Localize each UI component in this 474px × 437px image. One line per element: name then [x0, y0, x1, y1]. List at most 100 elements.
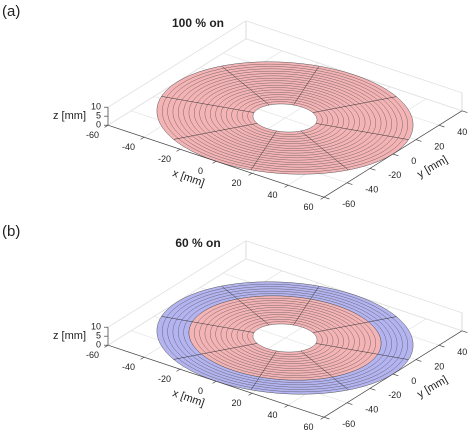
y-tick-label: -20: [388, 170, 401, 180]
mesh-line: [210, 305, 360, 371]
mesh-line: [220, 309, 350, 367]
panel-label: (a): [2, 3, 20, 20]
mesh-line: [194, 77, 376, 159]
y-tick: [346, 402, 353, 405]
x-tick-label: 0: [198, 386, 203, 396]
mesh-line: [199, 80, 371, 156]
x-tick: [320, 196, 325, 200]
mesh-line: [242, 319, 328, 357]
y-tick: [392, 153, 399, 157]
mesh-line: [231, 314, 339, 362]
mesh-line: [194, 297, 376, 379]
mesh-line: [210, 85, 360, 151]
y-tick-label: -60: [342, 199, 355, 209]
y-tick: [369, 388, 376, 391]
y-tick: [438, 124, 445, 128]
z-axis-label: z [mm]: [53, 330, 86, 342]
mesh-line: [236, 96, 334, 140]
z-axis-label: z [mm]: [53, 110, 86, 122]
y-tick: [346, 182, 353, 185]
mesh-line: [250, 130, 277, 171]
y-tick-label: -40: [365, 405, 378, 415]
y-tick: [415, 139, 422, 142]
z-tick-label: 5: [96, 111, 101, 121]
y-tick: [461, 110, 468, 113]
y-tick-label: -40: [365, 185, 378, 195]
box-edge: [107, 20, 247, 108]
y-tick-label: 20: [434, 141, 444, 151]
mesh-line: [204, 302, 366, 374]
mesh-line: [293, 65, 320, 106]
z-tick-label: 10: [91, 102, 101, 112]
mesh-line: [173, 343, 258, 360]
mesh-line: [300, 130, 349, 171]
y-tick: [323, 416, 330, 420]
x-tick: [140, 136, 145, 140]
mesh-line: [178, 70, 392, 166]
mesh-line: [173, 123, 258, 140]
mesh-line: [247, 321, 323, 355]
mesh-line: [204, 82, 366, 154]
y-tick: [461, 330, 468, 333]
y-tick: [415, 359, 422, 362]
mesh-line: [162, 63, 408, 173]
box-edge: [107, 240, 247, 328]
y-tick-label: 40: [457, 127, 467, 137]
x-tick: [248, 172, 253, 176]
x-tick-label: -60: [86, 350, 99, 360]
mesh-line: [312, 96, 397, 113]
mesh-line: [162, 283, 408, 393]
x-tick-label: -40: [122, 362, 135, 372]
y-tick-label: 0: [411, 156, 416, 166]
y-tick: [369, 168, 376, 171]
x-tick-label: 60: [303, 202, 313, 212]
x-tick-label: 40: [267, 190, 277, 200]
mesh-line: [221, 65, 270, 106]
chart-title: 100 % on: [172, 16, 224, 30]
x-tick: [140, 356, 145, 360]
mesh-line: [161, 96, 255, 113]
y-tick-label: 40: [457, 347, 467, 357]
mesh-line: [178, 290, 392, 386]
x-tick: [248, 392, 253, 396]
mesh-line: [172, 288, 398, 388]
mesh-line: [226, 312, 344, 364]
y-tick-label: -60: [342, 419, 355, 429]
x-tick: [176, 368, 181, 372]
x-tick-label: -40: [122, 142, 135, 152]
mesh-line: [167, 286, 403, 390]
x-tick-label: 20: [231, 398, 241, 408]
x-tick: [104, 344, 109, 348]
box-edge: [245, 20, 463, 94]
mesh-line: [247, 101, 323, 135]
x-tick-label: -60: [86, 130, 99, 140]
mesh-line: [188, 75, 382, 161]
mesh-line: [293, 285, 320, 326]
mesh-line: [215, 307, 355, 369]
mesh-line: [215, 87, 355, 149]
x-tick-label: 40: [267, 410, 277, 420]
x-tick-label: 0: [198, 166, 203, 176]
mesh-line: [231, 94, 339, 142]
x-tick: [176, 148, 181, 152]
y-tick-label: 20: [434, 361, 444, 371]
mesh-line: [220, 89, 350, 147]
y-tick: [392, 373, 399, 377]
x-tick: [284, 184, 289, 188]
x-tick-label: 20: [231, 178, 241, 188]
y-axis-label: y [mm]: [415, 374, 450, 401]
mesh-line: [315, 123, 409, 140]
mesh-line: [315, 343, 409, 360]
z-tick-label: 0: [96, 120, 101, 130]
mesh-line: [221, 285, 270, 326]
mesh-line: [183, 73, 387, 163]
y-tick: [323, 196, 330, 200]
y-tick-label: 0: [411, 376, 416, 386]
y-axis-label: y [mm]: [415, 154, 450, 181]
x-tick-label: 60: [303, 422, 313, 432]
x-tick: [212, 380, 217, 384]
mesh-line: [161, 316, 255, 333]
mesh-line: [199, 300, 371, 376]
mesh-line: [226, 92, 344, 144]
